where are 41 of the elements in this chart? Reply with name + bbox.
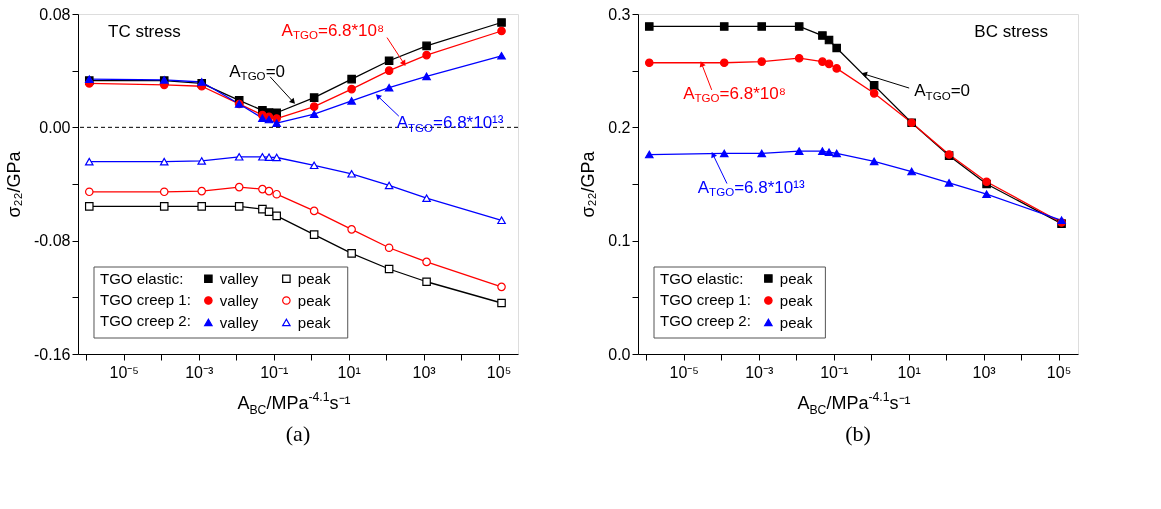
- legend-label: peak: [297, 291, 331, 309]
- annotation: TGO elastic:: [660, 269, 744, 287]
- x-tick-label: 10⁻³: [745, 363, 774, 381]
- x-tick-label: 10³: [412, 363, 437, 381]
- legend-label: peak: [779, 313, 813, 331]
- annotation: TGO creep 2:: [660, 311, 751, 329]
- legend-label: peak: [297, 269, 331, 287]
- y-tick-label: -0.08: [34, 232, 71, 250]
- text: (a): [285, 421, 311, 446]
- x-tick-label: 10⁵: [1046, 363, 1072, 381]
- legend-label: peak: [297, 313, 331, 331]
- legend-label: peak: [779, 291, 813, 309]
- text: (b): [845, 421, 871, 446]
- annotation: TGO creep 1:: [660, 290, 751, 308]
- legend-label: valley: [219, 269, 259, 287]
- legend-label: valley: [219, 291, 259, 309]
- x-tick-label: 10⁻³: [185, 363, 214, 381]
- y-tick-label: 0.2: [608, 118, 631, 136]
- x-tick-label: 10⁻¹: [260, 363, 289, 381]
- y-tick-label: 0.00: [39, 118, 71, 136]
- annotation: BC stress: [974, 22, 1049, 41]
- annotation: TGO creep 2:: [100, 311, 191, 329]
- x-tick-label: 10¹: [337, 363, 361, 381]
- y-axis-title: σ₂₂/GPa: [4, 150, 25, 218]
- x-tick-label: 10⁻⁵: [669, 363, 700, 381]
- annotation: TGO elastic:: [100, 269, 184, 287]
- x-tick-label: 10⁵: [486, 363, 512, 381]
- x-tick-label: 10³: [972, 363, 997, 381]
- x-tick-label: 10⁻¹: [820, 363, 849, 381]
- x-tick-label: 10⁻⁵: [109, 363, 140, 381]
- x-tick-label: 10¹: [897, 363, 921, 381]
- y-tick-label: 0.0: [608, 345, 631, 363]
- y-tick-label: 0.08: [39, 5, 71, 23]
- legend-label: peak: [779, 269, 813, 287]
- annotation: TC stress: [108, 22, 181, 41]
- legend-label: valley: [219, 313, 259, 331]
- y-tick-label: 0.3: [608, 5, 631, 23]
- annotation: TGO creep 1:: [100, 290, 191, 308]
- y-axis-title: σ₂₂/GPa: [578, 150, 599, 218]
- y-tick-label: 0.1: [608, 232, 631, 250]
- y-tick-label: -0.16: [34, 345, 71, 363]
